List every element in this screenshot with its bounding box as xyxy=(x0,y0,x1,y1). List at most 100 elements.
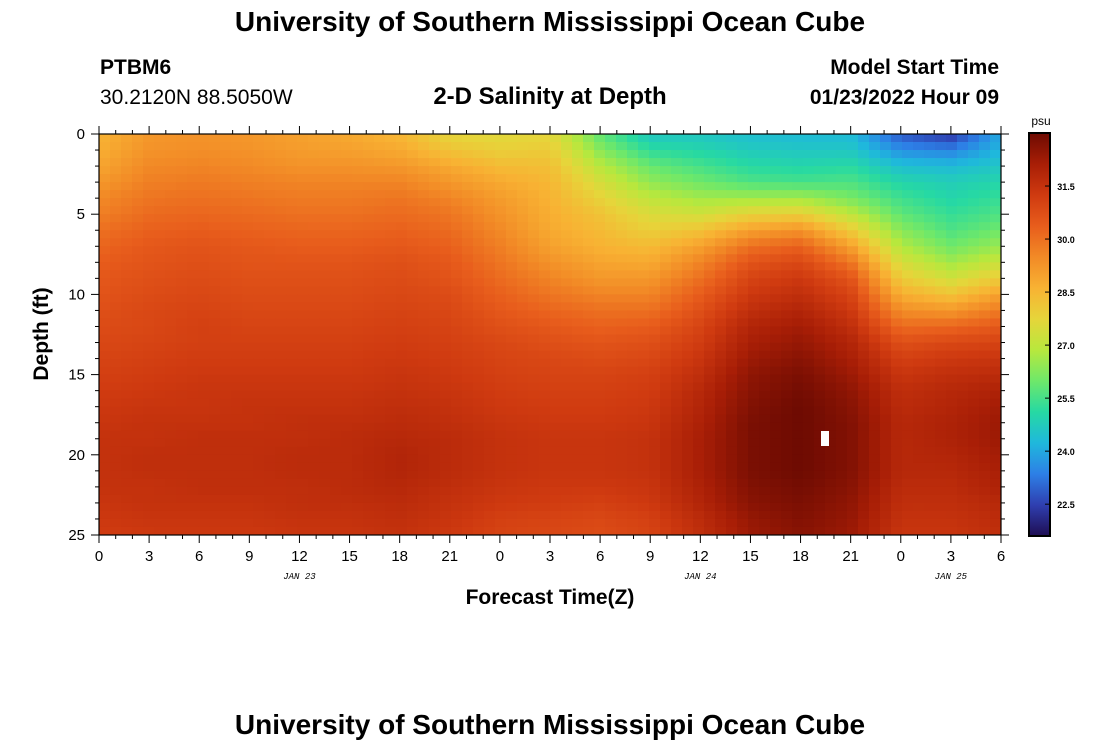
heatmap-cell xyxy=(913,230,925,239)
heatmap-cell xyxy=(660,278,672,287)
heatmap-cell xyxy=(517,486,529,496)
heatmap-cell xyxy=(341,366,353,375)
heatmap-cell xyxy=(440,214,452,223)
heatmap-cell xyxy=(770,398,782,408)
heatmap-cell xyxy=(418,518,430,528)
heatmap-cell xyxy=(594,342,606,351)
heatmap-cell xyxy=(902,358,914,367)
heatmap-cell xyxy=(539,398,551,408)
heatmap-cell xyxy=(814,222,826,231)
heatmap-cell xyxy=(539,486,551,496)
heatmap-cell xyxy=(132,222,144,231)
heatmap-cell xyxy=(341,374,353,384)
heatmap-cell xyxy=(880,262,892,271)
heatmap-cell xyxy=(308,518,320,528)
heatmap-cell xyxy=(605,230,617,239)
heatmap-cell xyxy=(264,254,276,263)
heatmap-cell xyxy=(792,166,804,175)
heatmap-cell xyxy=(660,398,672,408)
heatmap-cell xyxy=(660,134,672,143)
heatmap-cell xyxy=(484,134,496,143)
heatmap-cell xyxy=(308,214,320,223)
heatmap-cell xyxy=(737,278,749,287)
heatmap-cell xyxy=(110,478,122,488)
heatmap-cell xyxy=(704,430,716,440)
heatmap-cell xyxy=(616,238,628,247)
heatmap-cell xyxy=(473,430,485,440)
heatmap-cell xyxy=(781,350,793,359)
heatmap-cell xyxy=(110,350,122,359)
heatmap-cell xyxy=(770,414,782,424)
heatmap-cell xyxy=(836,222,848,231)
heatmap-cell xyxy=(462,166,474,175)
heatmap-cell xyxy=(627,166,639,175)
heatmap-cell xyxy=(176,214,188,223)
heatmap-cell xyxy=(462,278,474,287)
heatmap-cell xyxy=(495,310,507,319)
heatmap-cell xyxy=(341,342,353,351)
heatmap-cell xyxy=(473,398,485,408)
heatmap-cell xyxy=(583,470,595,480)
heatmap-cell xyxy=(242,286,254,295)
heatmap-cell xyxy=(143,198,155,207)
heatmap-cell xyxy=(484,478,496,488)
heatmap-cell xyxy=(154,462,166,472)
heatmap-cell xyxy=(737,342,749,351)
heatmap-cell xyxy=(132,462,144,472)
heatmap-cell xyxy=(627,214,639,223)
heatmap-cell xyxy=(462,430,474,440)
heatmap-cell xyxy=(396,414,408,424)
heatmap-cell xyxy=(660,422,672,432)
heatmap-cell xyxy=(143,246,155,255)
heatmap-cell xyxy=(638,134,650,143)
heatmap-cell xyxy=(814,526,826,536)
heatmap-cell xyxy=(264,214,276,223)
heatmap-cell xyxy=(616,526,628,536)
heatmap-cell xyxy=(715,438,727,448)
heatmap-cell xyxy=(264,262,276,271)
heatmap-cell xyxy=(341,454,353,464)
heatmap-cell xyxy=(957,310,969,319)
heatmap-cell xyxy=(308,278,320,287)
heatmap-cell xyxy=(726,478,738,488)
heatmap-cell xyxy=(880,318,892,327)
heatmap-cell xyxy=(484,182,496,191)
heatmap-cell xyxy=(715,270,727,279)
heatmap-cell xyxy=(638,462,650,472)
heatmap-cell xyxy=(924,502,936,512)
heatmap-cell xyxy=(858,494,870,504)
heatmap-cell xyxy=(704,342,716,351)
heatmap-cell xyxy=(847,334,859,343)
heatmap-cell xyxy=(891,294,903,303)
heatmap-cell xyxy=(396,334,408,343)
heatmap-cell xyxy=(440,414,452,424)
heatmap-cell xyxy=(506,494,518,504)
heatmap-cell xyxy=(726,382,738,392)
heatmap-cell xyxy=(473,302,485,311)
heatmap-cell xyxy=(660,438,672,448)
heatmap-cell xyxy=(825,438,837,448)
heatmap-cell xyxy=(990,302,1002,311)
heatmap-cell xyxy=(770,358,782,367)
heatmap-cell xyxy=(352,206,364,215)
heatmap-cell xyxy=(869,334,881,343)
heatmap-cell xyxy=(638,414,650,424)
heatmap-cell xyxy=(209,190,221,199)
heatmap-cell xyxy=(209,286,221,295)
heatmap-cell xyxy=(220,214,232,223)
heatmap-cell xyxy=(946,390,958,400)
heatmap-cell xyxy=(924,462,936,472)
heatmap-cell xyxy=(913,310,925,319)
heatmap-cell xyxy=(462,470,474,480)
heatmap-cell xyxy=(396,158,408,167)
heatmap-cell xyxy=(979,446,991,456)
heatmap-cell xyxy=(506,198,518,207)
heatmap-cell xyxy=(583,414,595,424)
heatmap-cell xyxy=(946,134,958,143)
heatmap-cell xyxy=(935,246,947,255)
heatmap-cell xyxy=(990,502,1002,512)
heatmap-cell xyxy=(396,294,408,303)
heatmap-cell xyxy=(627,366,639,375)
heatmap-cell xyxy=(473,294,485,303)
heatmap-cell xyxy=(330,518,342,528)
